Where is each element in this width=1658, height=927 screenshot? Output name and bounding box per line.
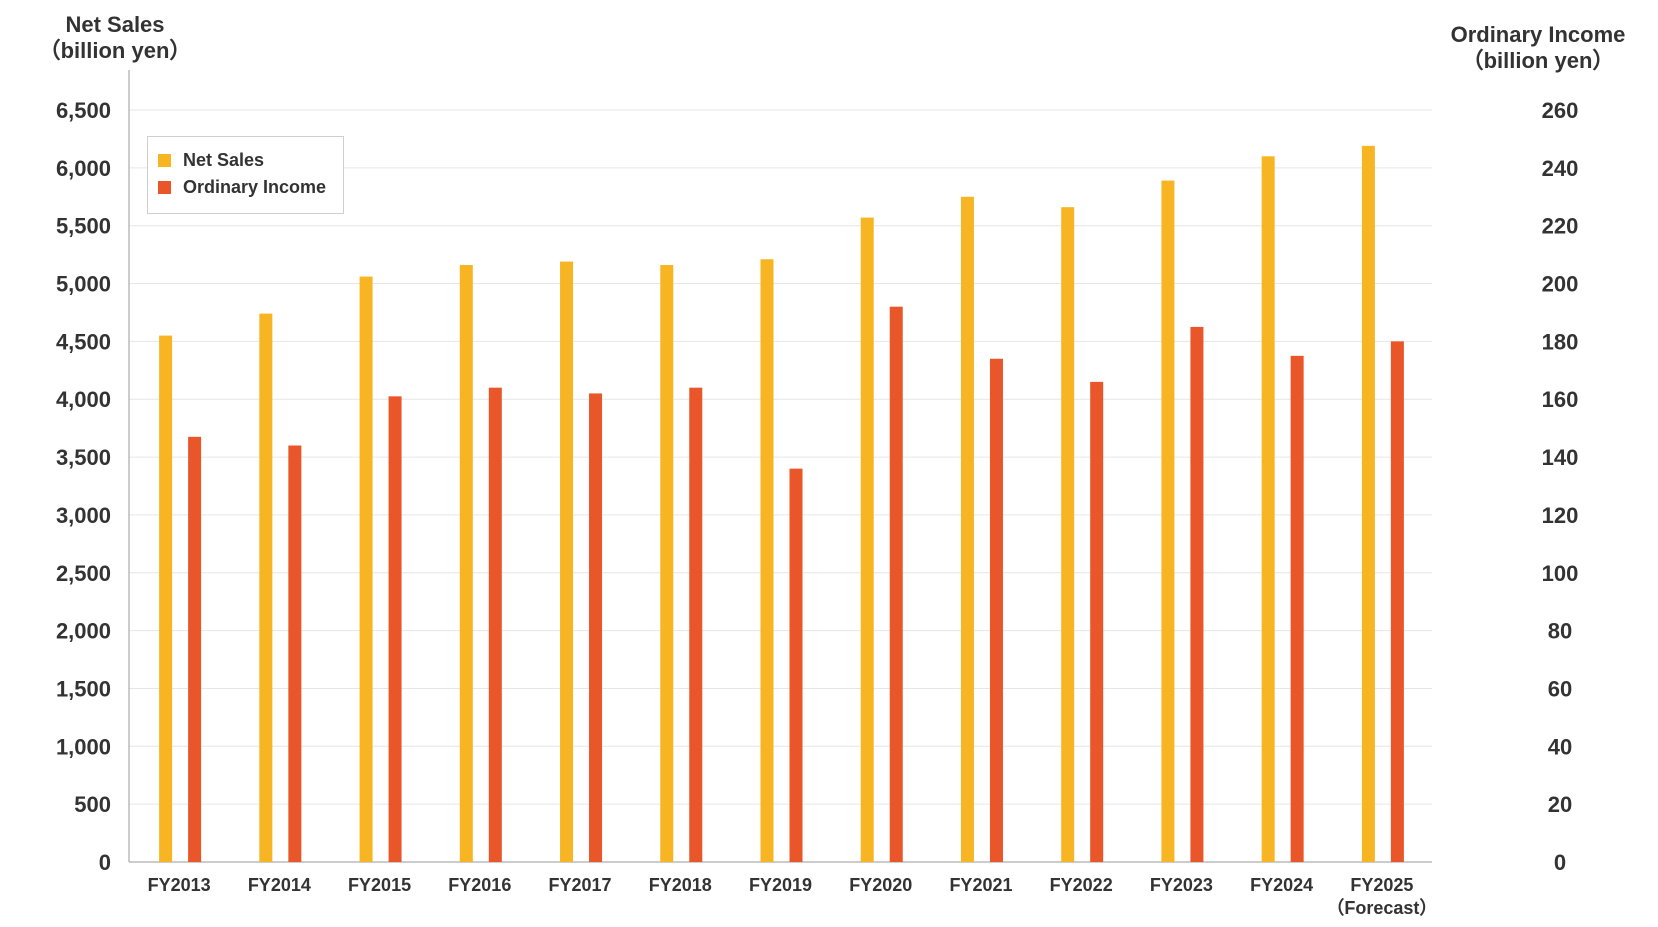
left-tick-label: 5,500: [56, 214, 111, 239]
ordinary-income-bar: [689, 387, 703, 862]
right-tick-label: 220: [1542, 214, 1579, 239]
x-tick-label: FY2016: [448, 875, 511, 895]
ordinary-income-bar: [488, 387, 502, 862]
left-tick-label: 2,500: [56, 561, 111, 586]
x-tick-label: FY2020: [849, 875, 912, 895]
right-axis-title: Ordinary Income （billion yen）: [1428, 22, 1648, 74]
right-tick-label: 160: [1542, 387, 1579, 412]
right-tick-label: 100: [1542, 561, 1579, 586]
right-tick-label: 200: [1542, 272, 1579, 297]
net-sales-bar: [760, 259, 774, 863]
x-tick-label: FY2019: [749, 875, 812, 895]
ordinary-income-bar: [889, 306, 903, 863]
grid: [129, 109, 1432, 805]
ordinary-income-bar: [989, 358, 1003, 862]
left-tick-label: 2,000: [56, 619, 111, 644]
x-tick-label: FY2013: [148, 875, 211, 895]
right-axis-title-line1: Ordinary Income: [1450, 22, 1626, 47]
net-sales-swatch: [158, 154, 171, 167]
left-tick-label: 6,000: [56, 156, 111, 181]
left-tick-label: 5,000: [56, 272, 111, 297]
net-sales-bar: [1261, 156, 1275, 862]
right-tick-label: 40: [1548, 734, 1572, 759]
x-tick-sublabel: （Forecast）: [1326, 898, 1437, 918]
net-sales-bar: [359, 276, 373, 862]
left-axis-title: Net Sales （billion yen）: [30, 12, 200, 64]
right-tick-label: 260: [1542, 98, 1579, 123]
ordinary-income-bar: [1290, 355, 1304, 862]
bars: [159, 145, 1404, 863]
right-tick-label: 180: [1542, 329, 1579, 354]
net-sales-bar: [1061, 207, 1075, 863]
legend-label-net-sales: Net Sales: [183, 150, 265, 170]
right-tick-label: 140: [1542, 445, 1579, 470]
left-tick-label: 4,000: [56, 387, 111, 412]
legend-label-ordinary-income: Ordinary Income: [183, 177, 327, 197]
ordinary-income-bar: [789, 468, 803, 862]
ordinary-income-swatch: [158, 181, 171, 194]
x-tick-label: FY2023: [1150, 875, 1213, 895]
ordinary-income-bar: [388, 396, 402, 862]
right-tick-label: 20: [1548, 792, 1572, 817]
axes: [128, 70, 1432, 863]
x-tick-label: FY2025: [1350, 875, 1413, 895]
left-tick-label: 3,500: [56, 445, 111, 470]
left-axis-title-line1: Net Sales: [65, 12, 165, 37]
x-tick-label: FY2015: [348, 875, 411, 895]
left-tick-label: 1,000: [56, 734, 111, 759]
right-tick-label: 80: [1548, 619, 1572, 644]
net-sales-bar: [259, 313, 273, 862]
legend-item-ordinary-income: Ordinary Income: [158, 177, 326, 198]
ordinary-income-bar: [288, 445, 302, 862]
ordinary-income-bar: [1090, 381, 1104, 862]
left-tick-label: 4,500: [56, 329, 111, 354]
left-tick-label: 3,000: [56, 503, 111, 528]
ordinary-income-bar: [188, 436, 202, 862]
net-sales-bar: [459, 265, 473, 862]
net-sales-bar: [960, 196, 974, 862]
x-tick-label: FY2022: [1050, 875, 1113, 895]
right-tick-label: 240: [1542, 156, 1579, 181]
ordinary-income-bar: [589, 393, 603, 862]
net-sales-bar: [159, 335, 173, 863]
net-sales-bar: [860, 217, 874, 862]
legend-item-net-sales: Net Sales: [158, 150, 264, 171]
left-tick-label: 0: [99, 850, 111, 875]
x-tick-label: FY2024: [1250, 875, 1313, 895]
right-tick-label: 120: [1542, 503, 1579, 528]
right-tick-label: 0: [1554, 850, 1566, 875]
net-sales-bar: [1161, 180, 1175, 862]
left-tick-label: 6,500: [56, 98, 111, 123]
right-tick-label: 60: [1548, 676, 1572, 701]
left-axis-title-line2: （billion yen）: [38, 38, 192, 63]
left-axis-ticks: 0 500 1,000 1,500 2,000 2,500 3,000 3,500 4,000 4…: [56, 98, 111, 875]
right-axis-title-line2: （billion yen）: [1461, 48, 1615, 73]
legend: Net Sales Ordinary Income: [147, 136, 344, 214]
right-axis-ticks: 0 20 40 60 80 100 120 140 160 180 200 220 240 260: [1542, 98, 1579, 875]
x-tick-label: FY2021: [949, 875, 1012, 895]
net-sales-bar: [560, 261, 574, 863]
x-axis-ticks: FY2013 FY2014 FY2015 FY2016 FY2017 FY2018 FY20…: [148, 875, 1438, 918]
ordinary-income-bar: [1190, 326, 1204, 862]
ordinary-income-bar: [1390, 341, 1404, 862]
net-sales-bar: [1361, 145, 1375, 862]
left-tick-label: 500: [74, 792, 111, 817]
net-sales-bar: [660, 265, 674, 862]
left-tick-label: 1,500: [56, 676, 111, 701]
x-tick-label: FY2017: [549, 875, 612, 895]
x-tick-label: FY2014: [248, 875, 311, 895]
x-tick-label: FY2018: [649, 875, 712, 895]
